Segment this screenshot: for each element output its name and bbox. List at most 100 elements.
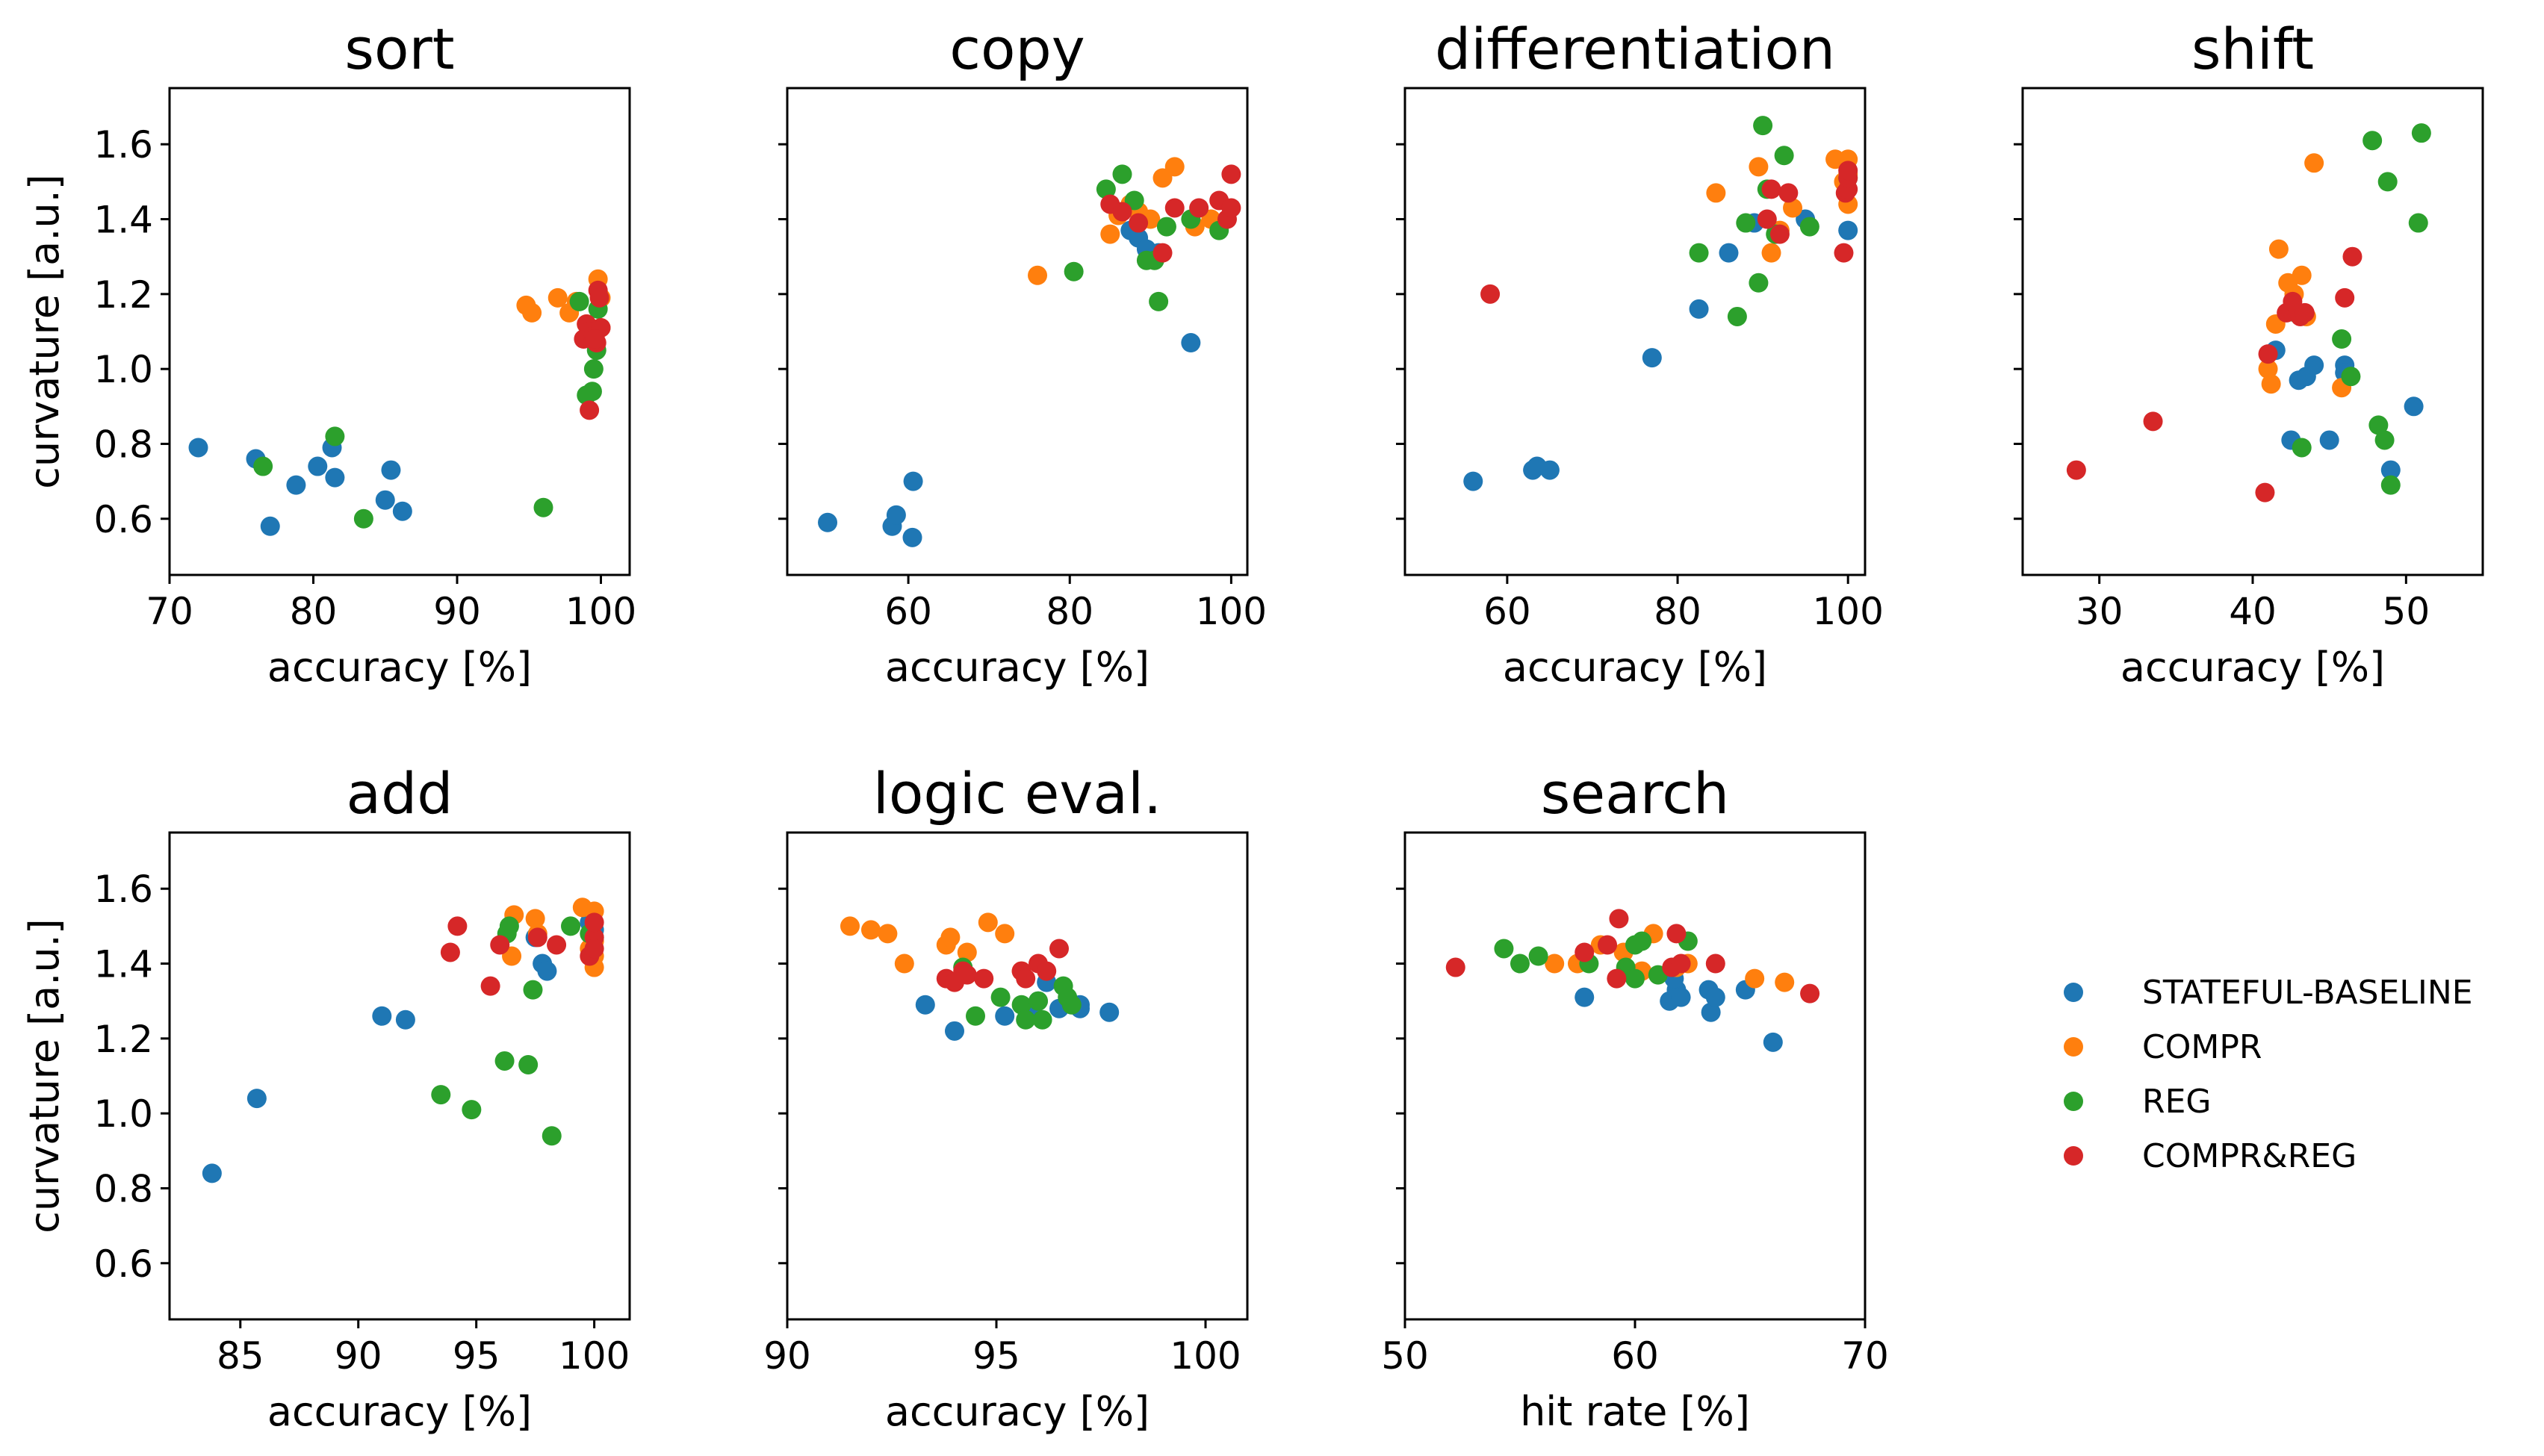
point-logic-eval-compr-reg-5 [1016, 968, 1036, 989]
y-tick-label-sort-2: 1.0 [93, 348, 153, 391]
y-tick-label-sort-1: 0.8 [93, 423, 153, 466]
point-differentiation-compr-reg-4 [1778, 183, 1799, 203]
x-tick-label-shift-2: 50 [2383, 590, 2430, 633]
x-tick-label-add-0: 85 [217, 1334, 264, 1378]
point-search-compr-reg-7 [1671, 953, 1691, 974]
point-differentiation-compr-reg-1 [1757, 209, 1777, 229]
point-logic-eval-compr-reg-7 [1037, 961, 1057, 981]
y-tick-label-sort-5: 1.6 [93, 123, 153, 167]
x-axis-label-logic-eval: accuracy [%] [885, 1388, 1150, 1435]
point-shift-compr-reg-0 [2066, 460, 2086, 480]
point-logic-eval-reg-4 [1016, 1009, 1036, 1030]
point-logic-eval-compr-1 [861, 920, 881, 940]
x-tick-label-add-1: 90 [335, 1334, 382, 1378]
legend-marker-reg [2064, 1092, 2083, 1111]
point-copy-compr-reg-3 [1152, 243, 1173, 263]
point-differentiation-compr-reg-3 [1769, 224, 1790, 244]
point-shift-reg-5 [2368, 415, 2389, 435]
panel-title-logic-eval: logic eval. [873, 760, 1162, 827]
y-tick-label-sort-4: 1.4 [93, 199, 153, 242]
point-shift-compr-0 [2258, 359, 2278, 379]
point-search-stateful-baseline-0 [1575, 987, 1595, 1007]
x-tick-label-differentiation-1: 80 [1654, 590, 1701, 633]
legend-label-compr: COMPR [2142, 1028, 2262, 1066]
point-search-compr-reg-4 [1609, 909, 1629, 929]
plot-frame-add [168, 831, 631, 1321]
point-copy-stateful-baseline-4 [903, 471, 923, 491]
point-copy-compr-reg-1 [1112, 202, 1132, 222]
x-tick-label-add-3: 100 [559, 1334, 630, 1378]
point-copy-compr-0 [1028, 265, 1048, 285]
y-tick-label-add-5: 1.6 [93, 868, 153, 911]
y-axis-label-sort: curvature [a.u.] [21, 174, 68, 489]
panel-title-search: search [1541, 760, 1729, 827]
x-tick-label-shift-1: 40 [2229, 590, 2277, 633]
point-sort-stateful-baseline-0 [188, 438, 208, 458]
point-sort-stateful-baseline-3 [286, 475, 306, 495]
legend-label-reg: REG [2142, 1083, 2211, 1121]
panel-shift: 30 40 50 shift accuracy [%] [2014, 16, 2484, 691]
point-differentiation-compr-1 [1749, 157, 1769, 177]
point-logic-eval-reg-3 [1011, 995, 1031, 1015]
point-differentiation-compr-reg-0 [1480, 284, 1501, 304]
legend-marker-stateful-baseline [2064, 983, 2083, 1002]
panel-title-copy: copy [949, 16, 1085, 82]
x-tick-label-logic-eval-2: 100 [1170, 1334, 1241, 1378]
point-shift-compr-6 [2292, 265, 2312, 285]
y-axis-label-add: curvature [a.u.] [21, 918, 68, 1233]
point-sort-reg-1 [325, 426, 345, 447]
point-copy-stateful-baseline-0 [818, 512, 838, 532]
point-shift-compr-reg-3 [2258, 344, 2278, 364]
point-logic-eval-stateful-baseline-2 [995, 1006, 1015, 1026]
point-logic-eval-stateful-baseline-1 [945, 1021, 964, 1041]
point-shift-reg-1 [2292, 438, 2312, 458]
point-shift-reg-6 [2374, 430, 2395, 450]
x-tick-label-copy-0: 60 [884, 590, 932, 633]
point-differentiation-reg-8 [1799, 217, 1819, 237]
y-tick-label-add-1: 0.8 [93, 1167, 153, 1210]
x-tick-label-differentiation-2: 100 [1812, 590, 1883, 633]
point-sort-compr-reg-9 [585, 329, 605, 349]
point-search-reg-0 [1494, 939, 1514, 959]
point-differentiation-stateful-baseline-9 [1838, 220, 1858, 240]
point-copy-compr-reg-2 [1129, 213, 1149, 233]
point-shift-compr-reg-1 [2143, 411, 2163, 432]
point-copy-compr-reg-5 [1189, 198, 1209, 218]
x-tick-label-shift-0: 30 [2076, 590, 2123, 633]
y-tick-label-add-2: 1.0 [93, 1092, 153, 1136]
y-tick-label-sort-0: 0.6 [93, 498, 153, 541]
point-add-compr-reg-3 [490, 935, 510, 955]
point-shift-compr-reg-7 [2295, 302, 2315, 323]
point-shift-compr-reg-2 [2255, 482, 2275, 503]
panel-sort: 70 80 90 100 0.6 0.8 1.0 1.2 1.4 1.6 sort accuracy … [21, 16, 636, 691]
point-differentiation-reg-1 [1727, 306, 1747, 326]
point-shift-stateful-baseline-4 [2304, 355, 2324, 376]
panel-add: 85 90 95 100 0.6 0.8 1.0 1.2 1.4 1.6 add accuracy [… [21, 760, 631, 1435]
point-search-stateful-baseline-3 [1671, 987, 1691, 1007]
point-search-compr-8 [1745, 968, 1765, 989]
point-sort-stateful-baseline-2 [260, 516, 280, 536]
point-add-compr-reg-1 [447, 916, 468, 936]
point-search-reg-7 [1625, 968, 1645, 989]
x-tick-label-logic-eval-1: 95 [972, 1334, 1020, 1378]
point-add-stateful-baseline-2 [372, 1006, 392, 1026]
x-tick-label-sort-3: 100 [565, 590, 636, 633]
point-sort-stateful-baseline-4 [308, 456, 328, 476]
point-copy-compr-reg-8 [1221, 164, 1241, 184]
x-axis-label-shift: accuracy [%] [2120, 644, 2385, 691]
point-logic-eval-compr-reg-8 [1049, 939, 1069, 959]
point-differentiation-compr-reg-5 [1834, 243, 1854, 263]
point-differentiation-compr-0 [1706, 183, 1726, 203]
x-axis-label-copy: accuracy [%] [885, 644, 1150, 691]
point-sort-compr-reg-3 [580, 400, 600, 420]
point-add-compr-2 [525, 909, 545, 929]
point-sort-reg-6 [582, 382, 602, 402]
point-search-compr-reg-2 [1598, 935, 1618, 955]
point-sort-stateful-baseline-8 [381, 460, 401, 480]
panel-title-differentiation: differentiation [1435, 16, 1835, 82]
point-shift-stateful-baseline-5 [2319, 430, 2339, 450]
point-logic-eval-compr-reg-9 [953, 961, 973, 981]
point-shift-reg-8 [2380, 475, 2401, 495]
point-logic-eval-compr-8 [995, 924, 1015, 944]
point-search-reg-2 [1528, 946, 1548, 966]
